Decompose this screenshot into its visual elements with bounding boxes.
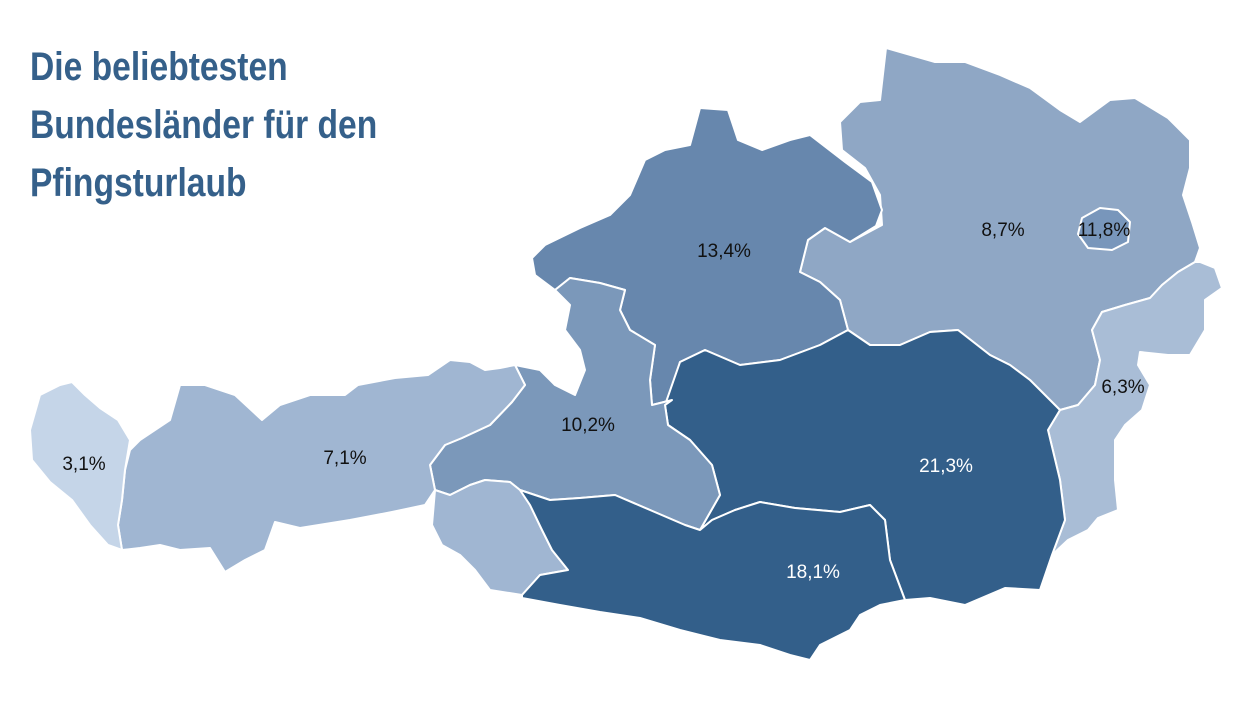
map-title: Die beliebtesten Bundesländer für den Pf… (30, 38, 416, 212)
region-vorarlberg (29, 381, 131, 551)
title-line-3: Pfingsturlaub (30, 161, 247, 205)
region-kaernten (519, 489, 906, 661)
label-steiermark: 21,3% (919, 456, 973, 477)
title-line-2: Bundesländer für den (30, 103, 378, 147)
label-tirol: 7,1% (323, 448, 366, 469)
title-line-1: Die beliebtesten (30, 45, 288, 89)
label-kaernten: 18,1% (786, 562, 840, 583)
label-niederoesterreich: 8,7% (981, 220, 1024, 241)
label-salzburg: 10,2% (561, 415, 615, 436)
region-wien (1077, 207, 1131, 251)
label-vorarlberg: 3,1% (62, 454, 105, 475)
region-burgenland (1047, 261, 1223, 556)
label-wien: 11,8% (1078, 220, 1131, 241)
region-tirol (117, 359, 526, 573)
label-burgenland: 6,3% (1101, 377, 1144, 398)
label-oberoesterreich: 13,4% (697, 241, 751, 262)
